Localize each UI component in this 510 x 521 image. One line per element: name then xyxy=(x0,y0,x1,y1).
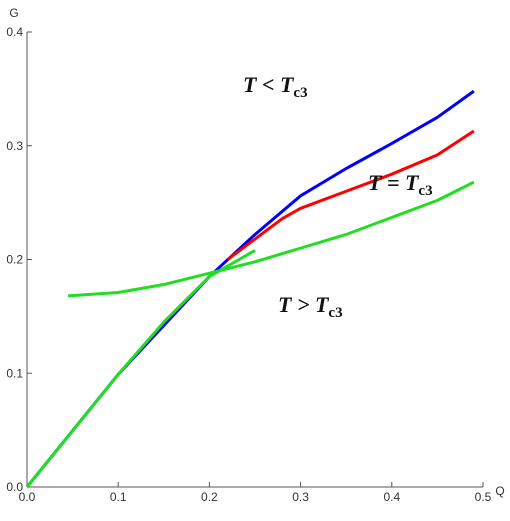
y-tick-label: 0.0 xyxy=(6,480,23,494)
annotation-subscript: c3 xyxy=(418,183,432,199)
annotation-subscript: c3 xyxy=(293,85,307,101)
curve xyxy=(67,180,475,298)
curve xyxy=(25,249,256,488)
annotation-subscript: c3 xyxy=(328,305,342,321)
annotation-text: T = T xyxy=(368,170,420,195)
y-axis-label: G xyxy=(9,6,18,20)
curve xyxy=(25,89,475,488)
y-tick-label: 0.3 xyxy=(6,139,23,153)
x-tick-label: 0.4 xyxy=(383,490,400,504)
y-tick-label: 0.1 xyxy=(6,366,23,380)
annotation-text: T < T xyxy=(243,72,295,97)
annotation-text: T > T xyxy=(278,292,330,317)
x-tick-label: 0.1 xyxy=(110,490,127,504)
annotation: T = Tc3 xyxy=(368,170,433,199)
x-tick-label: 0.0 xyxy=(19,490,36,504)
x-tick-label: 0.3 xyxy=(292,490,309,504)
curve xyxy=(226,129,475,261)
y-tick-label: 0.4 xyxy=(6,25,23,39)
annotation: T < Tc3 xyxy=(243,72,308,101)
x-tick-label: 0.2 xyxy=(201,490,218,504)
x-tick-label: 0.5 xyxy=(475,490,492,504)
y-tick-label: 0.2 xyxy=(6,253,23,267)
x-axis-label: Q xyxy=(495,484,504,498)
annotation: T > Tc3 xyxy=(278,292,343,321)
